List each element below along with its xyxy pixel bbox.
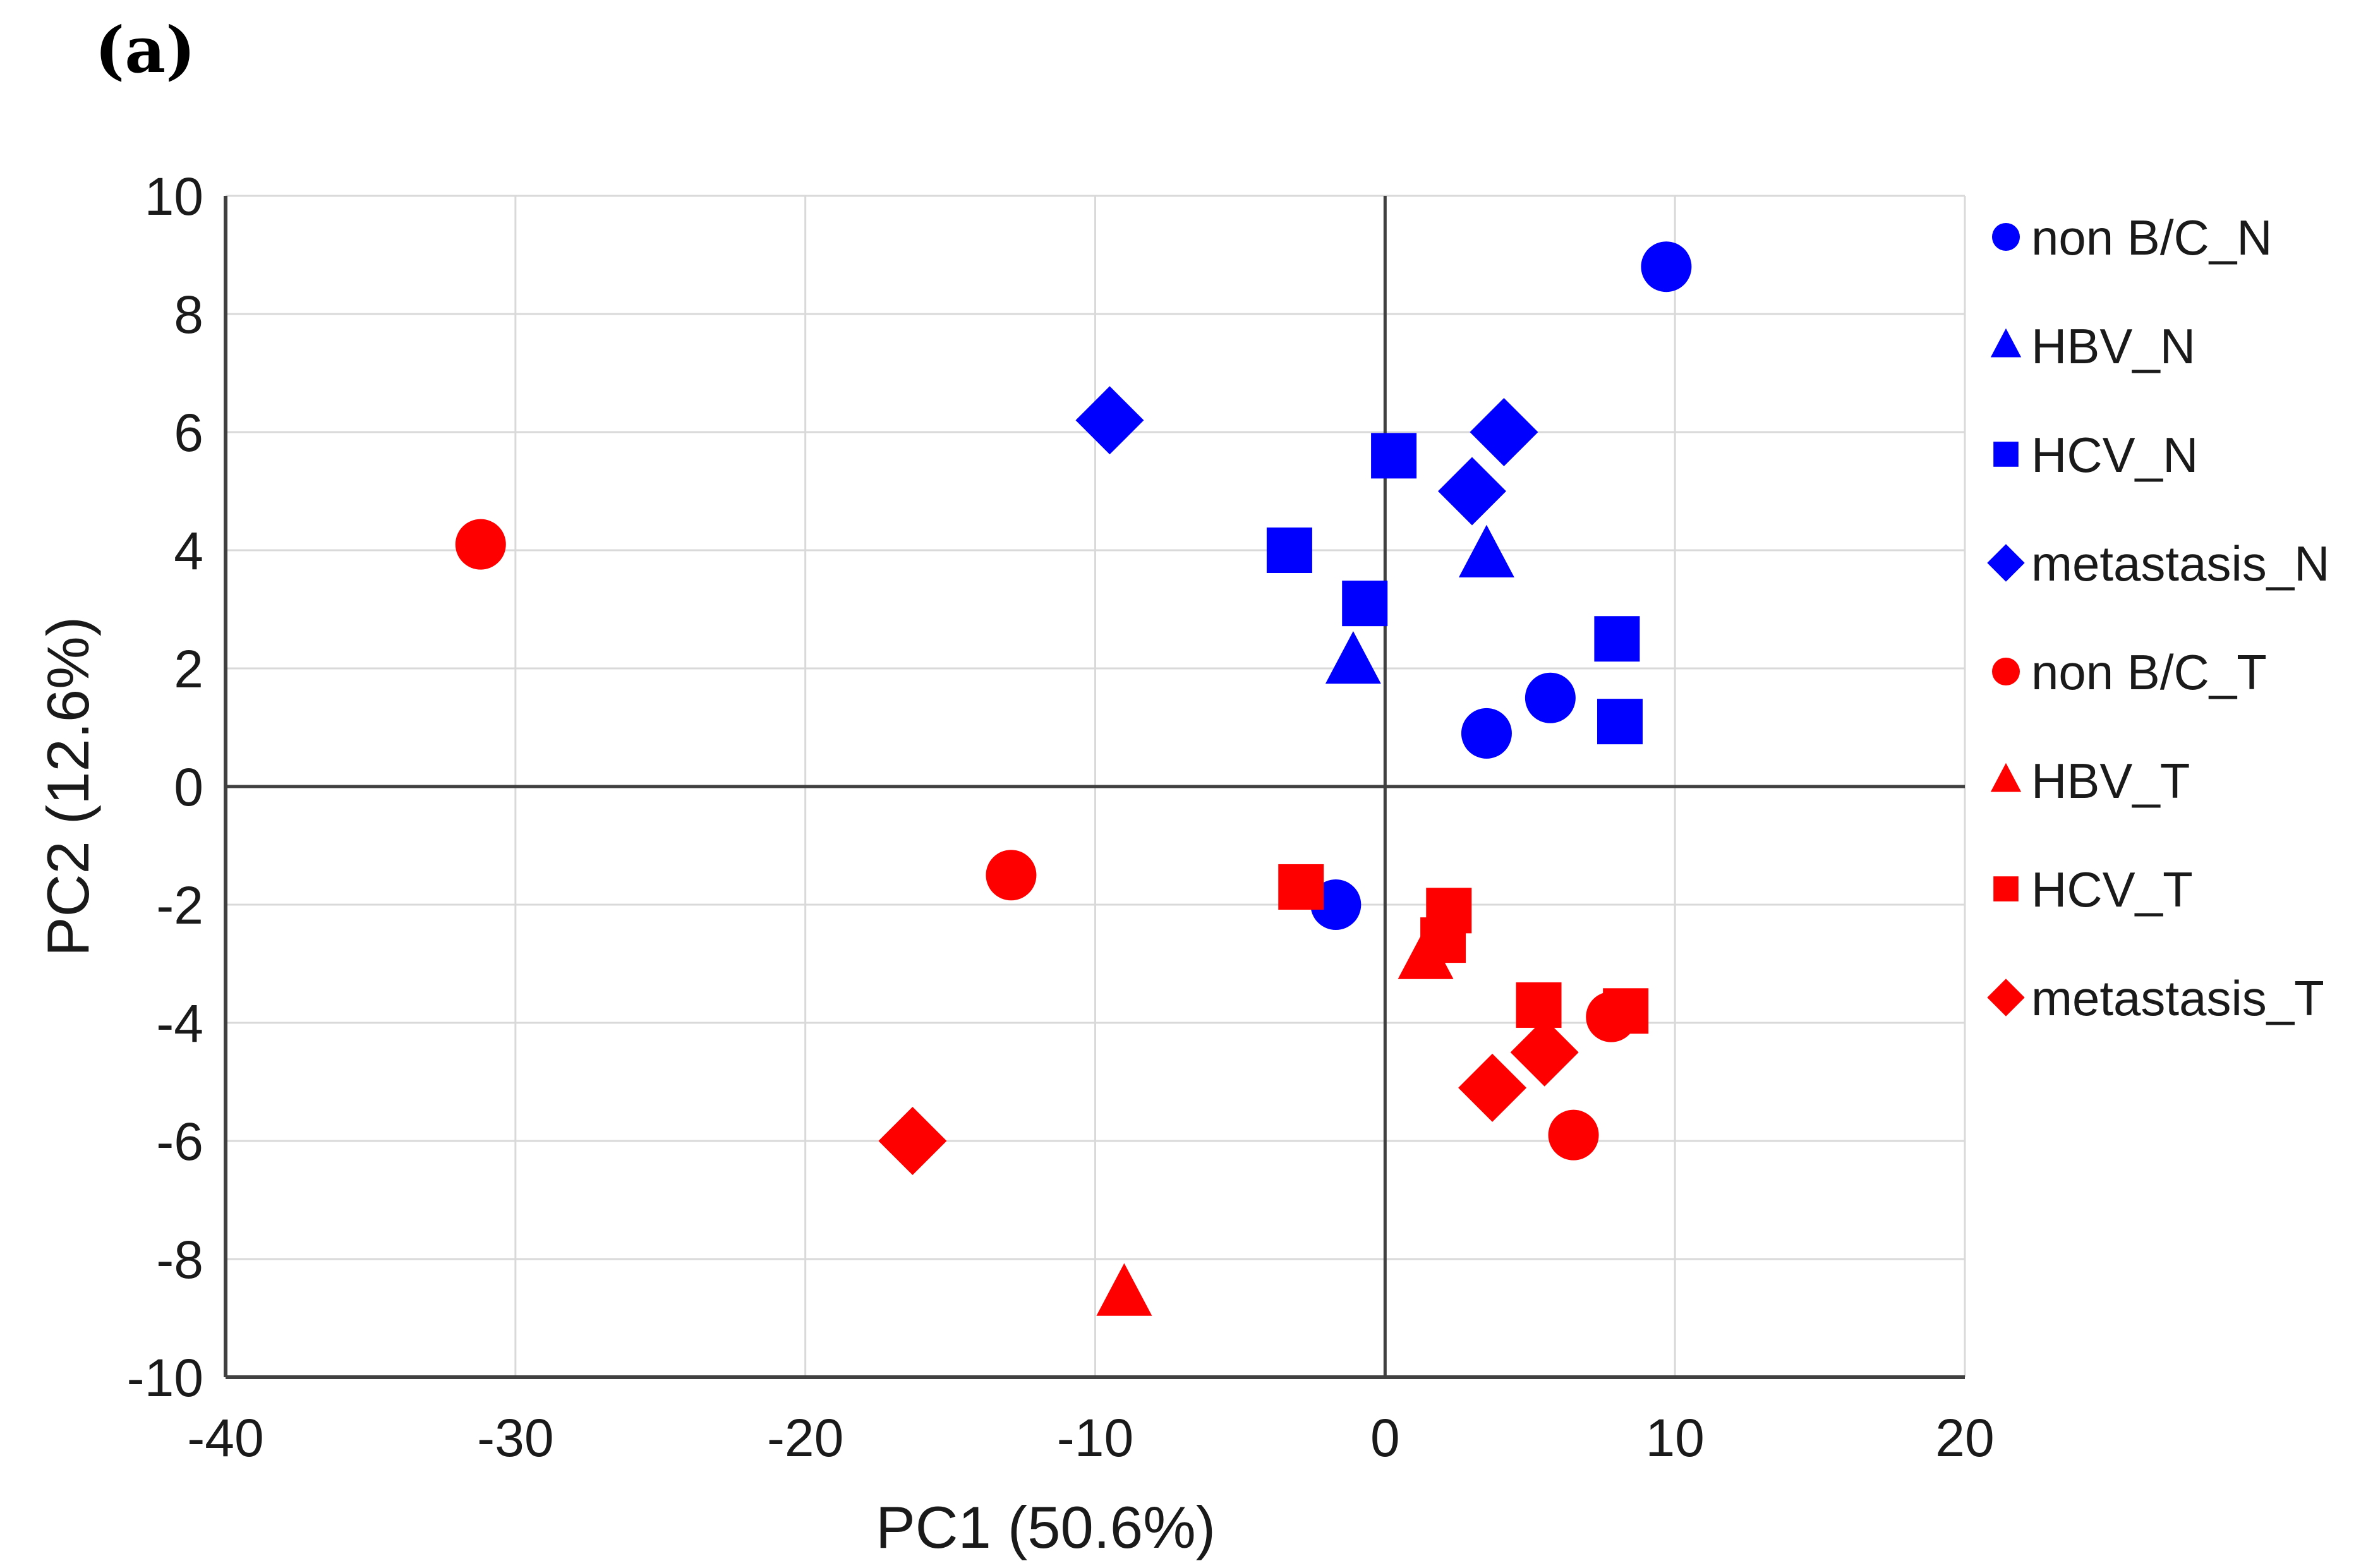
- y-tick-label: -4: [156, 994, 203, 1053]
- legend-label-metastasis-t: metastasis_T: [2031, 970, 2324, 1026]
- x-tick-label: 20: [1935, 1408, 1994, 1468]
- legend-marker-hcv-n: [1993, 442, 2019, 467]
- data-points: [455, 241, 1692, 1316]
- y-tick-label: 2: [174, 639, 203, 699]
- point-hbv-n: [1325, 631, 1381, 684]
- y-tick-label: -10: [127, 1348, 203, 1408]
- legend-label-hbv-n: HBV_N: [2031, 318, 2195, 374]
- point-hcv-n: [1342, 581, 1388, 627]
- x-tick-label: -40: [187, 1408, 263, 1468]
- point-non-b-c-n: [1461, 708, 1512, 759]
- point-metastasis-t: [878, 1107, 947, 1175]
- point-metastasis-n: [1075, 386, 1144, 455]
- point-hbv-t: [1096, 1263, 1152, 1316]
- point-hcv-t: [1516, 982, 1562, 1028]
- point-metastasis-t: [1458, 1053, 1527, 1122]
- x-tick-label: -30: [477, 1408, 553, 1468]
- x-tick-label: -10: [1057, 1408, 1133, 1468]
- axes: [224, 196, 1965, 1379]
- point-hbv-n: [1458, 524, 1514, 577]
- y-tick-label: -6: [156, 1112, 203, 1171]
- point-metastasis-t: [1510, 1018, 1579, 1087]
- y-tick-label: 8: [174, 285, 203, 344]
- point-non-b-c-t: [986, 850, 1037, 901]
- point-hcv-n: [1371, 433, 1417, 479]
- legend-marker-metastasis-n: [1987, 544, 2025, 582]
- point-hcv-t: [1603, 988, 1649, 1034]
- legend-label-hcv-n: HCV_N: [2031, 427, 2198, 483]
- x-tick-label: 10: [1645, 1408, 1704, 1468]
- legend-marker-non-b-c-t: [1992, 658, 2020, 685]
- panel-label: (a): [95, 13, 196, 87]
- point-non-b-c-t: [455, 519, 506, 570]
- point-non-b-c-n: [1525, 672, 1576, 723]
- legend-marker-hbv-t: [1990, 763, 2022, 792]
- point-hcv-t: [1278, 864, 1324, 910]
- legend-label-metastasis-n: metastasis_N: [2031, 536, 2330, 591]
- legend-marker-metastasis-t: [1987, 979, 2025, 1016]
- y-tick-label: -2: [156, 876, 203, 935]
- point-hcv-n: [1597, 699, 1643, 745]
- point-hcv-t: [1420, 917, 1466, 963]
- point-metastasis-n: [1470, 398, 1538, 466]
- point-non-b-c-n: [1641, 241, 1692, 292]
- legend-label-hcv-t: HCV_T: [2031, 862, 2193, 917]
- x-tick-label: -20: [767, 1408, 843, 1468]
- legend-marker-non-b-c-n: [1992, 223, 2020, 251]
- y-axis-title: PC2 (12.6%): [35, 617, 101, 956]
- legend-label-non-b-c-t: non B/C_T: [2031, 644, 2267, 700]
- point-hcv-n: [1594, 616, 1640, 662]
- y-tick-label: 10: [145, 167, 203, 226]
- legend-label-hbv-t: HBV_T: [2031, 753, 2190, 809]
- legend-marker-hcv-t: [1993, 876, 2019, 902]
- point-non-b-c-t: [1548, 1109, 1599, 1161]
- legend-label-non-b-c-n: non B/C_N: [2031, 210, 2273, 265]
- y-tick-label: 4: [174, 521, 203, 581]
- point-hcv-n: [1266, 528, 1312, 573]
- y-tick-label: 0: [174, 757, 203, 817]
- x-tick-label: 0: [1370, 1408, 1400, 1468]
- y-tick-label: 6: [174, 403, 203, 462]
- point-metastasis-n: [1437, 457, 1506, 526]
- x-axis-title: PC1 (50.6%): [876, 1494, 1216, 1560]
- y-tick-label: -8: [156, 1230, 203, 1289]
- legend-marker-hbv-n: [1990, 328, 2022, 358]
